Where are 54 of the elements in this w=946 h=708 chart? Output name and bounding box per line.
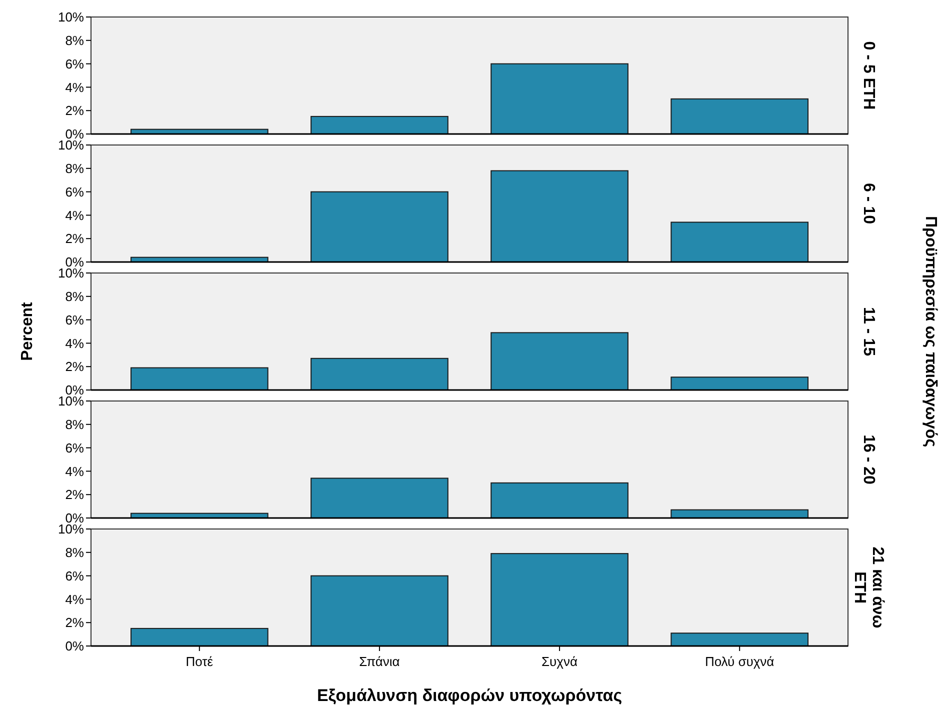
y-tick-label: 2% (65, 487, 84, 502)
y2-axis-title: 0 - 5 ΕΤΗ (860, 41, 877, 110)
y-tick-label: 4% (65, 464, 84, 479)
bar (130, 367, 268, 390)
y-tick-label: 10% (58, 266, 84, 281)
bar (310, 191, 448, 262)
y-tick-label: 2% (65, 615, 84, 630)
y-tick-label: 2% (65, 359, 84, 374)
y-tick-label: 6% (65, 184, 84, 200)
bar (310, 478, 448, 518)
y-tick-label: 4% (65, 336, 84, 351)
y-tick-label: 8% (65, 416, 84, 432)
y2-axis-title: 16 - 20 (860, 434, 877, 485)
y-tick-label: 6% (65, 56, 84, 72)
x-tick-label: Συχνά (542, 654, 578, 669)
y2-axis-title: 11 - 15 (860, 307, 877, 356)
y-tick-label: 10% (58, 10, 84, 25)
y-tick-label: 4% (65, 208, 84, 223)
bar (490, 170, 628, 262)
y-tick-label: 2% (65, 231, 84, 246)
bar (130, 628, 268, 646)
y-tick-label: 8% (65, 544, 84, 560)
bar (490, 482, 628, 518)
y-tick-label: 6% (65, 312, 84, 328)
y-tick-label: 6% (65, 568, 84, 584)
bar (490, 332, 628, 390)
bar (670, 376, 808, 390)
bar (490, 553, 628, 646)
bar (310, 575, 448, 646)
y-tick-label: 10% (58, 522, 84, 537)
text: Προϋπηρεσία ως παιδαγωγός (922, 216, 939, 448)
y2-axis-title: 6 - 10 (860, 183, 877, 224)
y-tick-label: 4% (65, 80, 84, 95)
y-tick-label: 6% (65, 440, 84, 456)
y-tick-label: 8% (65, 288, 84, 304)
x-tick-label: Σπάνια (359, 654, 400, 669)
y-tick-label: 10% (58, 394, 84, 409)
x-tick-label: Πολύ συχνά (704, 654, 775, 669)
bar (490, 63, 628, 134)
bar (670, 632, 808, 646)
y-tick-label: 4% (65, 592, 84, 607)
bar (670, 98, 808, 134)
y-axis-title: Percent (19, 301, 36, 361)
y-tick-label: 8% (65, 32, 84, 48)
y-tick-label: 8% (65, 160, 84, 176)
y-tick-label: 2% (65, 103, 84, 118)
y-tick-label: 10% (58, 138, 84, 153)
bar (310, 116, 448, 134)
bar (670, 222, 808, 262)
x-tick-label: Ποτέ (186, 654, 214, 669)
y-tick-label: 0% (65, 638, 84, 654)
bar (310, 358, 448, 390)
x-axis-title: Εξομάλυνση διαφορών υποχωρόντας (316, 686, 622, 705)
y2-axis-title: 21 και άνω ΕΤΗ (851, 546, 886, 628)
